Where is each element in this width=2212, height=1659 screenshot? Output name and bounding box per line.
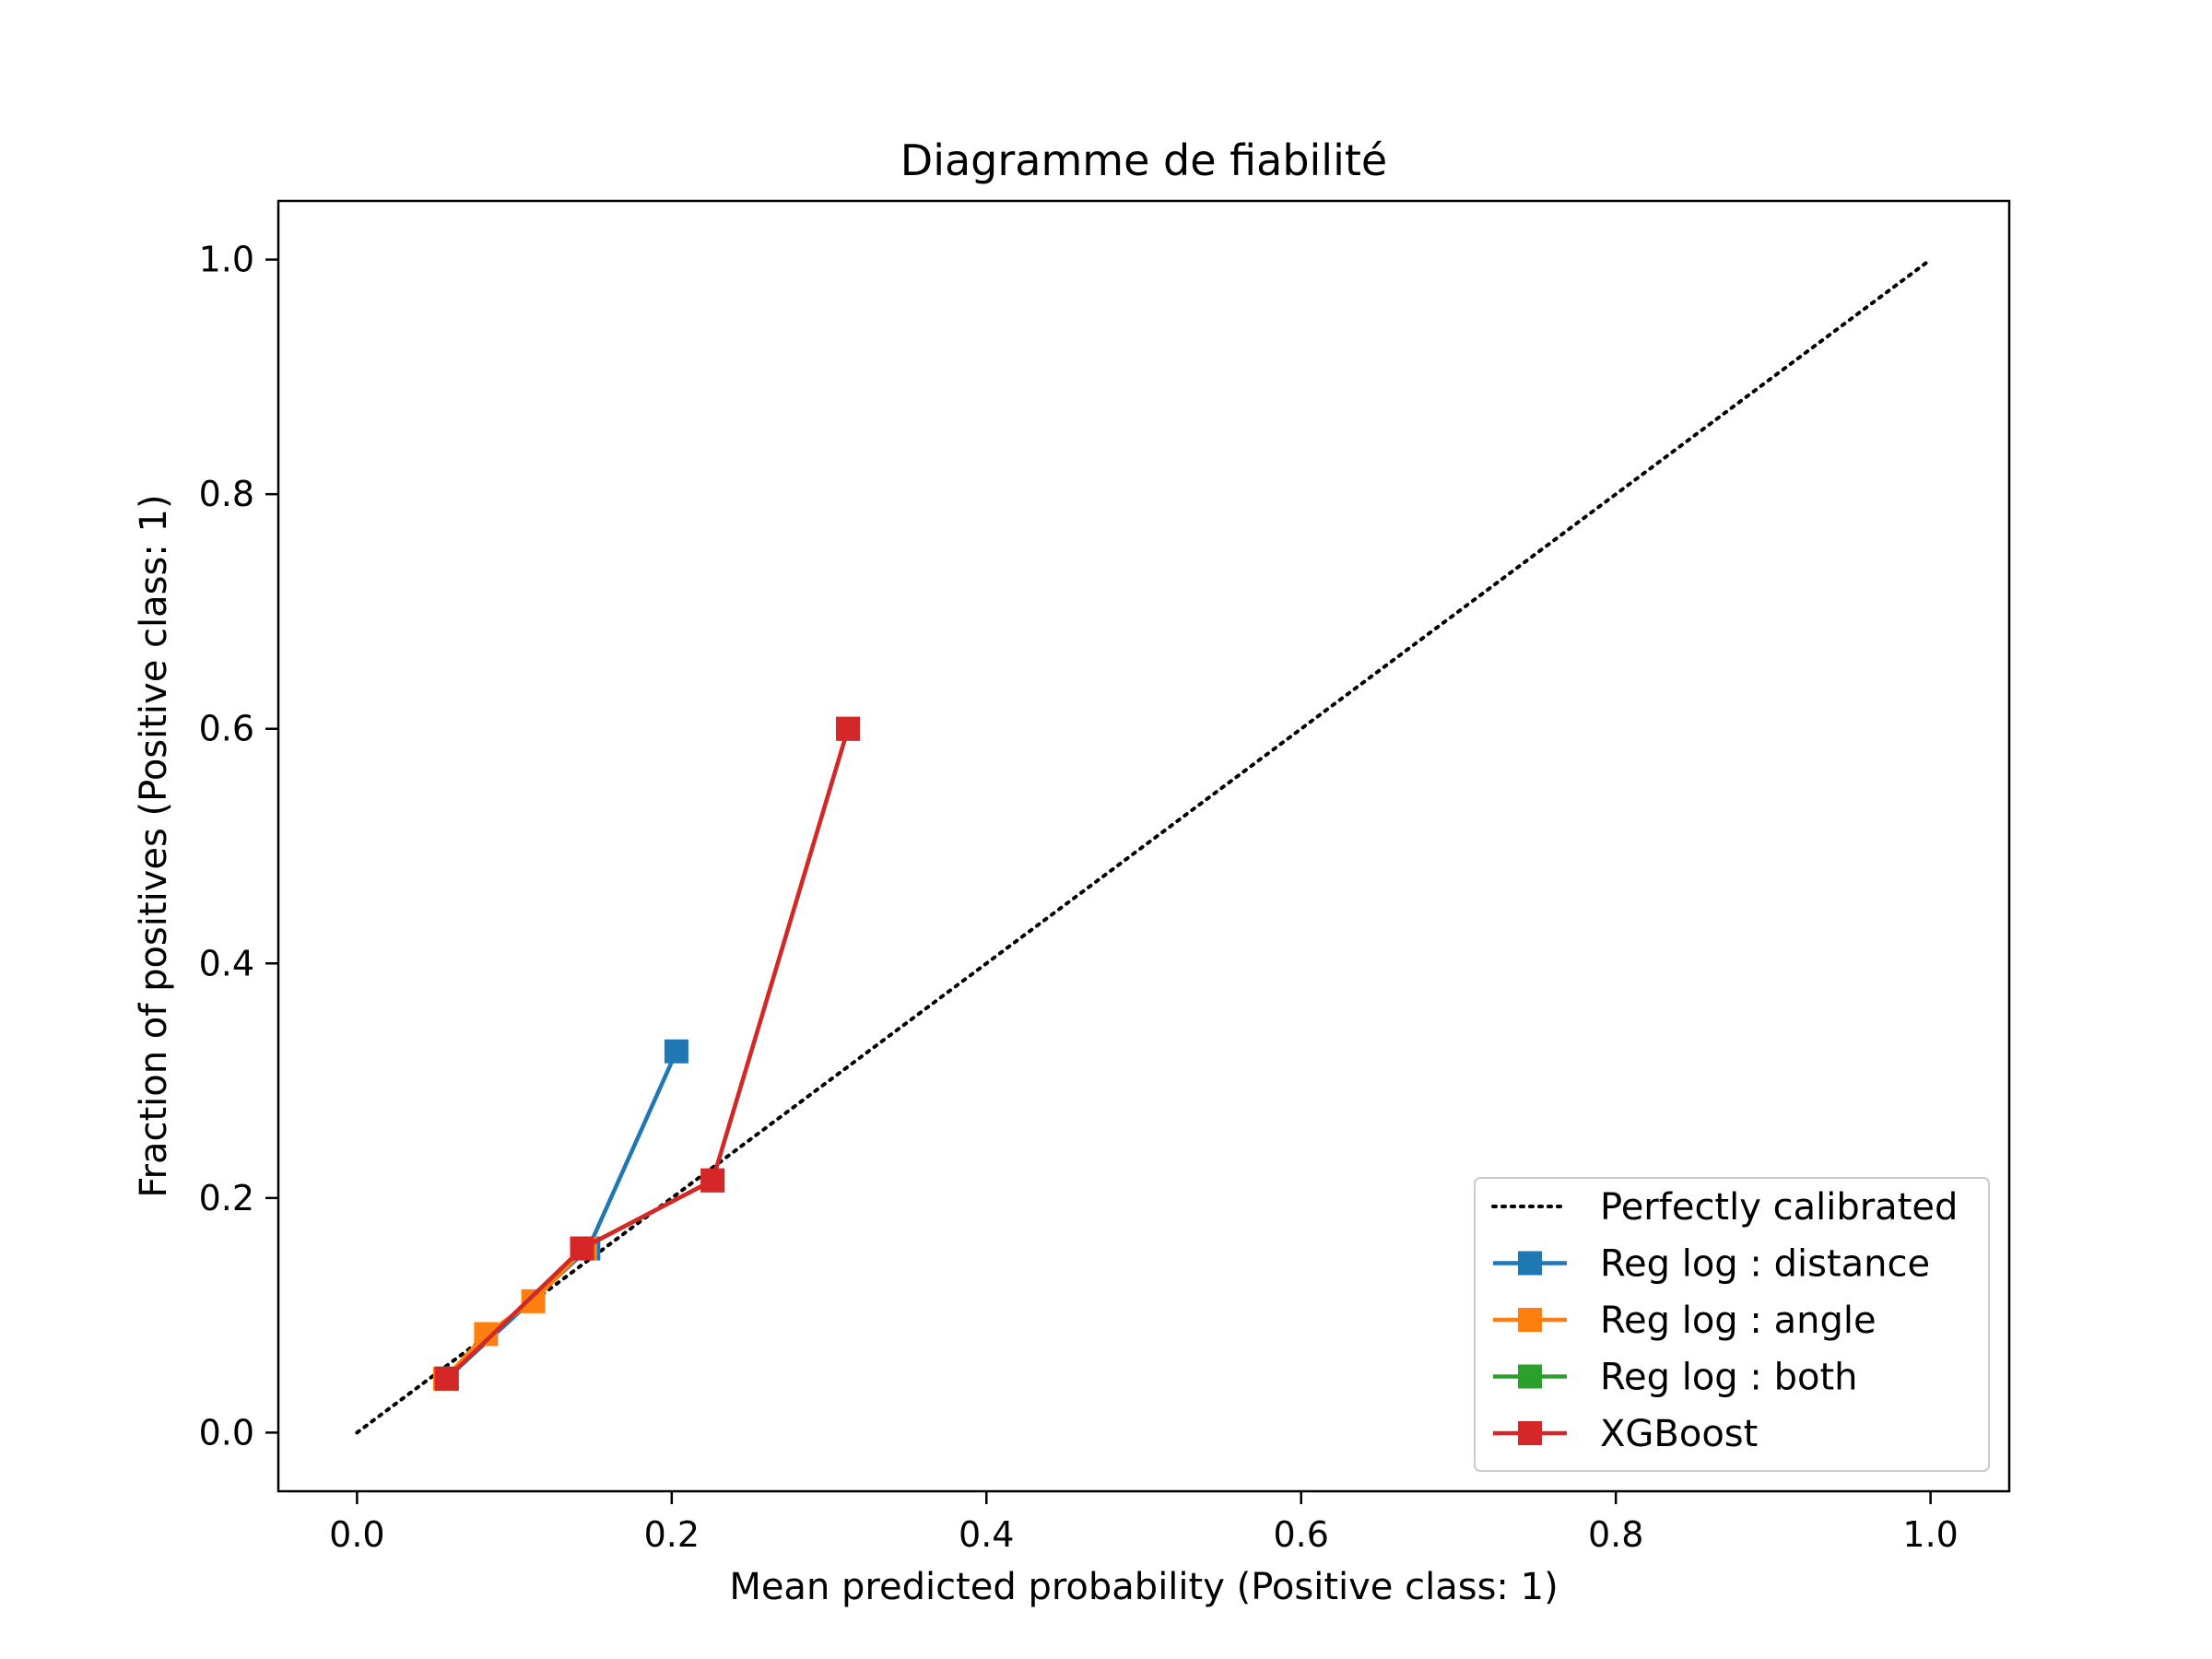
series-point-xgboost-1 <box>570 1236 594 1261</box>
plot-area <box>355 257 1933 1435</box>
plot-frame <box>276 199 2011 1493</box>
x-tick-label: 0.8 <box>1588 1514 1643 1555</box>
legend-swatch-marker-reg-log-both <box>1518 1364 1542 1389</box>
x-tick-label: 1.0 <box>1902 1514 1958 1555</box>
x-axis-label: Mean predicted probability (Positive cla… <box>729 1566 1558 1608</box>
y-tick-label: 0.6 <box>199 709 254 749</box>
x-tick-label: 0.0 <box>329 1514 384 1555</box>
y-tick-label: 0.8 <box>199 474 254 514</box>
legend-label-xgboost: XGBoost <box>1600 1413 1758 1455</box>
chart-title: Diagramme de fiabilité <box>900 135 1387 185</box>
series-line-xgboost <box>445 728 851 1381</box>
legend-swatch-marker-reg-log-distance <box>1518 1251 1542 1276</box>
legend: Perfectly calibrated Reg log : distance Re… <box>1474 1177 1990 1472</box>
series-point-xgboost-0 <box>434 1366 459 1391</box>
y-tick-label: 0.0 <box>199 1412 254 1453</box>
legend-swatch-marker-reg-log-angle <box>1518 1308 1542 1332</box>
series-point-xgboost-2 <box>700 1168 725 1193</box>
legend-box <box>1474 1177 1990 1472</box>
legend-label-reg-log-distance: Reg log : distance <box>1600 1243 1930 1286</box>
y-tick-label: 0.4 <box>199 943 254 983</box>
x-tick-label: 0.4 <box>959 1514 1014 1555</box>
legend-swatch-marker-xgboost <box>1518 1421 1542 1445</box>
series-line-reg-log-both <box>445 728 851 1381</box>
y-tick-label: 1.0 <box>199 240 254 280</box>
legend-label-reg-log-angle: Reg log : angle <box>1600 1300 1877 1342</box>
axis-ticks: 0.0 0.2 0.4 0.6 0.8 1.0 0.0 0.2 0.4 0.6 0.8 1.0 <box>199 240 1959 1555</box>
x-tick-label: 0.6 <box>1274 1514 1329 1555</box>
legend-label-perfectly-calibrated: Perfectly calibrated <box>1600 1186 1958 1229</box>
legend-label-reg-log-both: Reg log : both <box>1600 1357 1858 1399</box>
series-point-reg-log-distance-2 <box>664 1039 688 1064</box>
x-tick-label: 0.2 <box>644 1514 700 1555</box>
series-point-xgboost-3 <box>836 716 861 741</box>
perfectly-calibrated-line <box>355 257 1933 1435</box>
y-axis-label: Fraction of positives (Positive class: 1… <box>133 494 175 1197</box>
y-tick-label: 0.2 <box>199 1178 254 1218</box>
